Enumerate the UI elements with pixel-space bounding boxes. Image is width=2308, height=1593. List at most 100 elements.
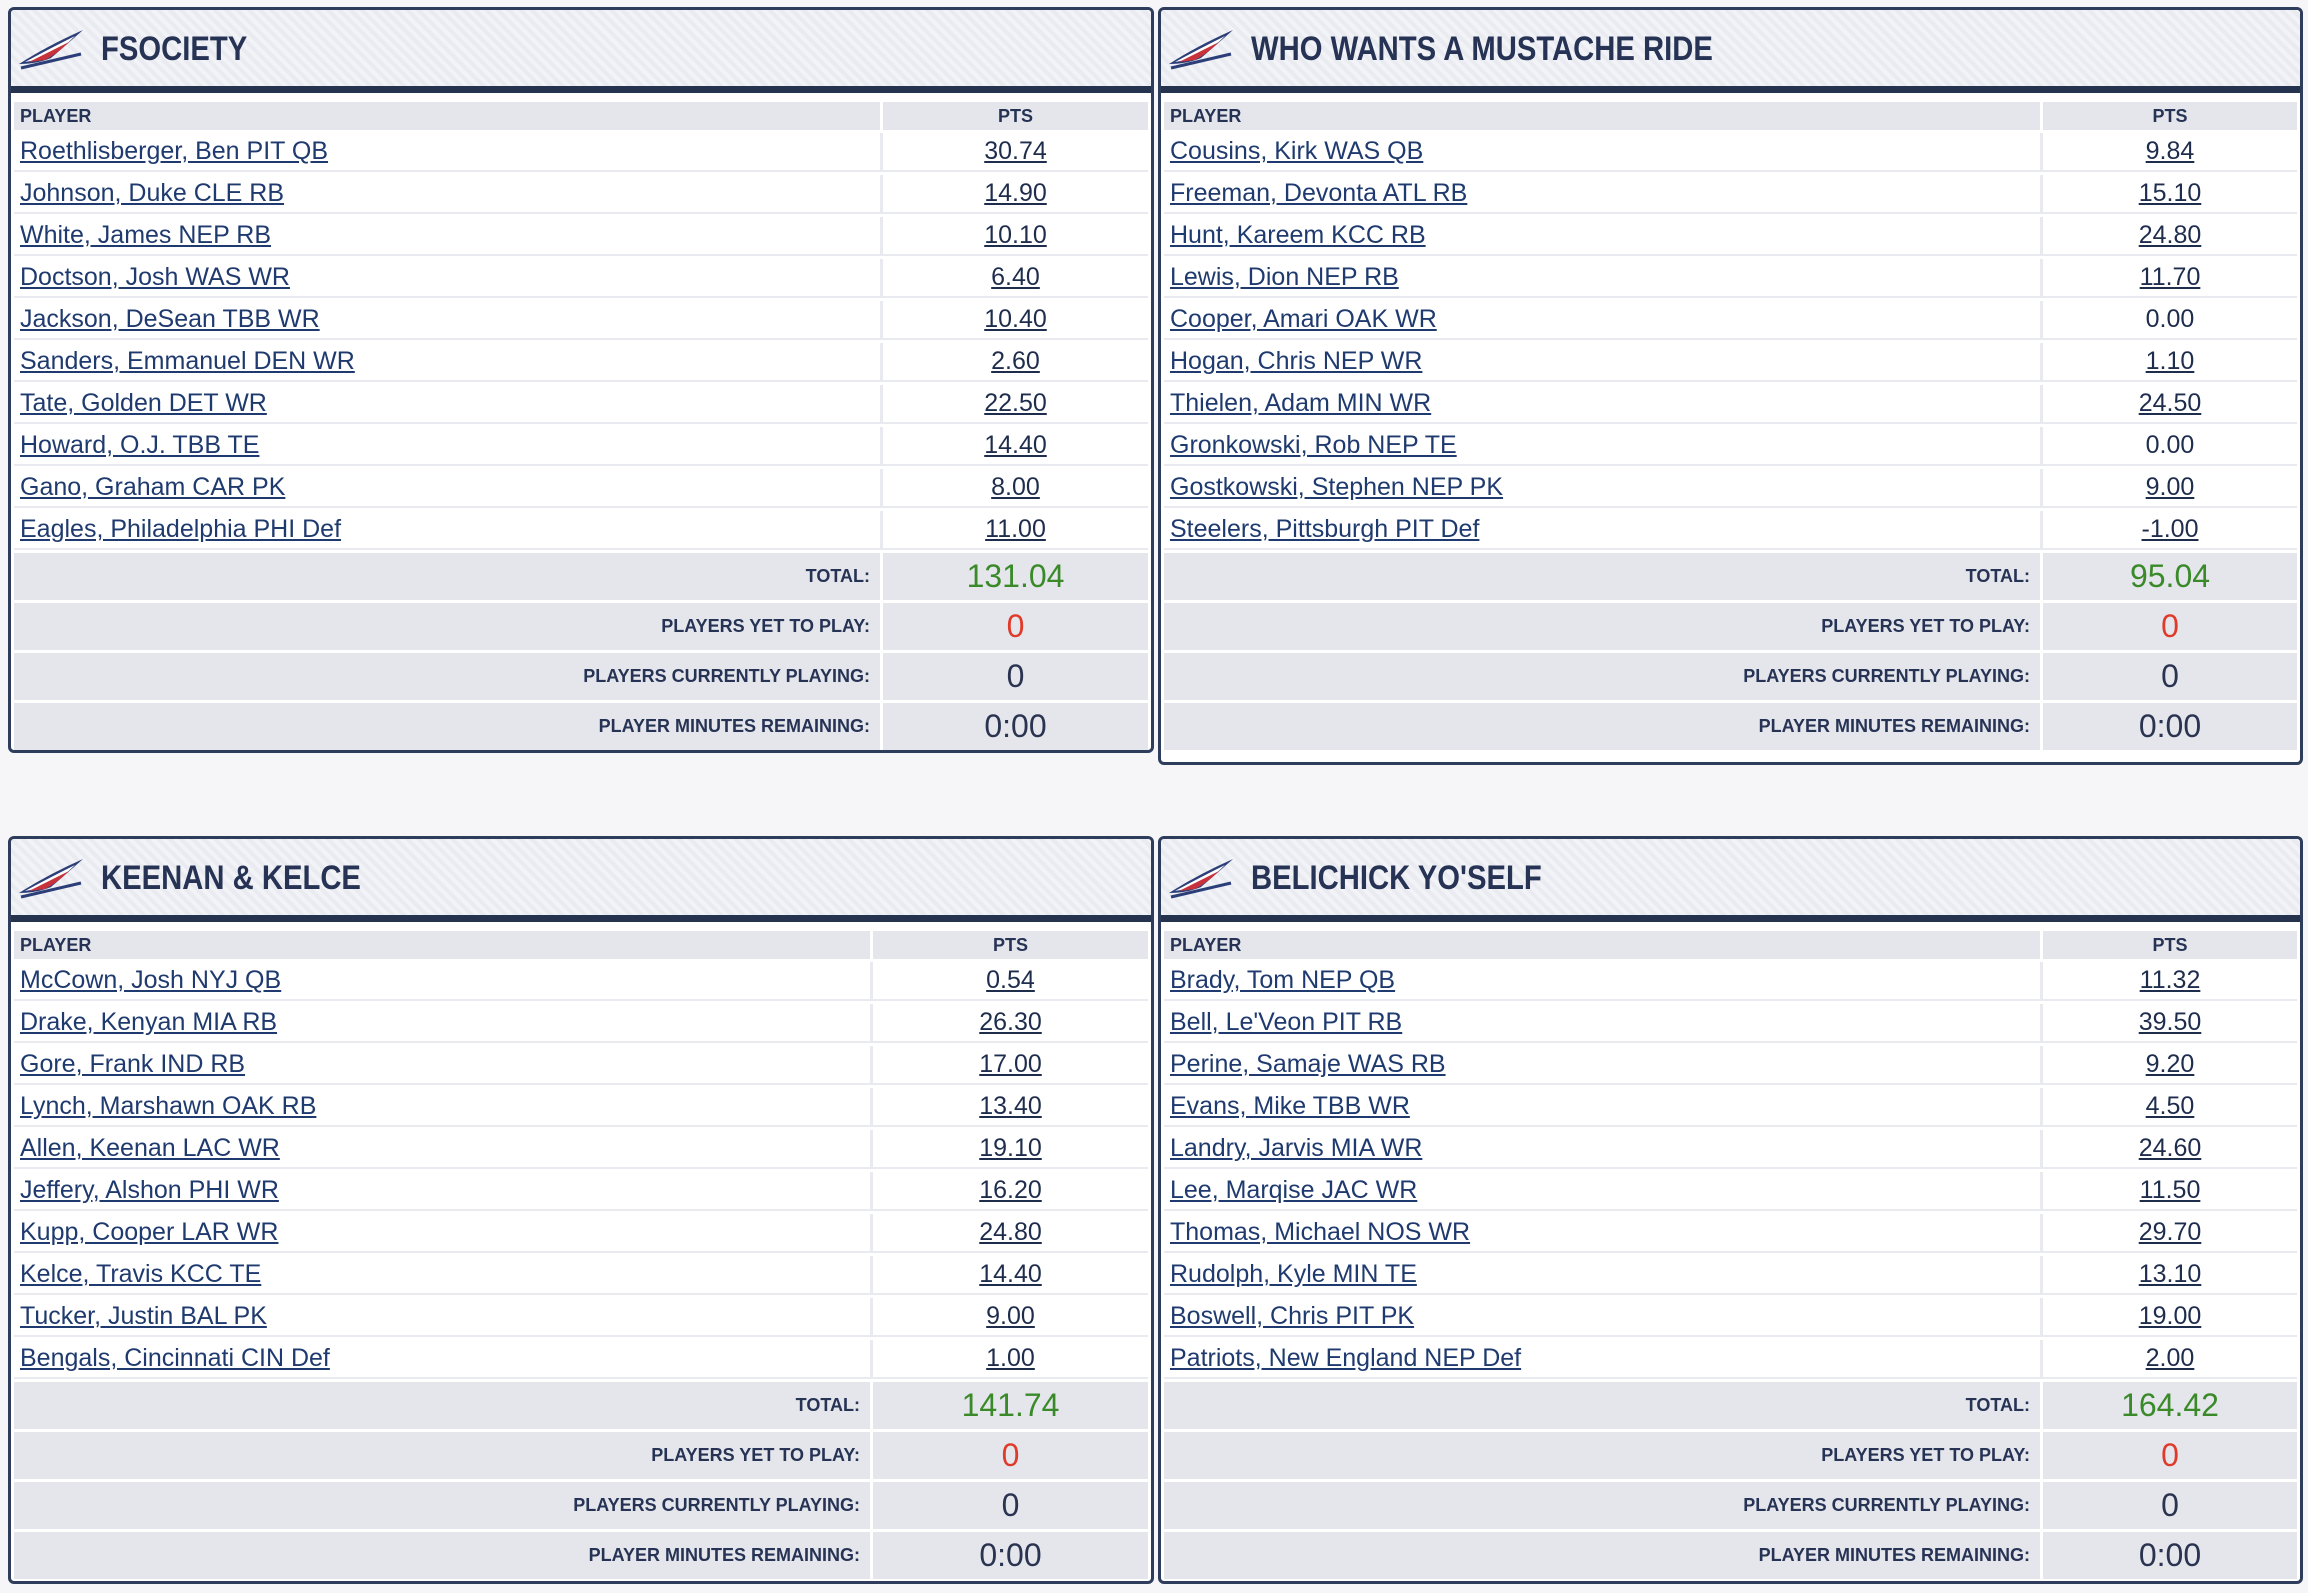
players-yet-to-play-row-label: PLAYERS YET TO PLAY: bbox=[14, 603, 880, 650]
column-header-pts[interactable]: PTS bbox=[2040, 102, 2297, 130]
points-link[interactable]: 2.00 bbox=[2145, 1344, 2195, 1372]
points-link[interactable]: 14.40 bbox=[979, 1260, 1042, 1288]
points-link[interactable]: 19.10 bbox=[979, 1134, 1042, 1162]
player-link[interactable]: Drake, Kenyan MIA RB bbox=[20, 1008, 278, 1036]
points-link[interactable]: 19.00 bbox=[2138, 1302, 2202, 1330]
player-link[interactable]: Bell, Le'Veon PIT RB bbox=[1170, 1008, 1403, 1036]
player-link[interactable]: Patriots, New England NEP Def bbox=[1170, 1344, 1522, 1372]
points-link[interactable]: 15.10 bbox=[2138, 179, 2202, 207]
points-link[interactable]: 9.00 bbox=[986, 1302, 1035, 1330]
player-link[interactable]: Doctson, Josh WAS WR bbox=[20, 263, 290, 291]
points-link[interactable]: 14.90 bbox=[984, 179, 1047, 207]
player-link[interactable]: Kelce, Travis KCC TE bbox=[20, 1260, 262, 1288]
player-link[interactable]: Gostkowski, Stephen NEP PK bbox=[1170, 473, 1504, 501]
player-row: Gostkowski, Stephen NEP PK 9.00 bbox=[1164, 469, 2297, 508]
points-link[interactable]: 30.74 bbox=[984, 137, 1047, 165]
player-link[interactable]: McCown, Josh NYJ QB bbox=[20, 966, 282, 994]
player-link[interactable]: Perine, Samaje WAS RB bbox=[1170, 1050, 1446, 1078]
player-row: Gore, Frank IND RB 17.00 bbox=[14, 1046, 1148, 1085]
player-link[interactable]: Bengals, Cincinnati CIN Def bbox=[20, 1344, 330, 1372]
jet-wing-logo-icon bbox=[1167, 24, 1237, 74]
player-link[interactable]: Eagles, Philadelphia PHI Def bbox=[20, 515, 342, 543]
player-link[interactable]: Thielen, Adam MIN WR bbox=[1170, 389, 1432, 417]
points-link[interactable]: 24.80 bbox=[979, 1218, 1042, 1246]
players-yet-to-play-row: PLAYERS YET TO PLAY: 0 bbox=[14, 603, 1148, 650]
player-link[interactable]: Roethlisberger, Ben PIT QB bbox=[20, 137, 329, 165]
points-link[interactable]: 9.00 bbox=[2145, 473, 2195, 501]
points-link[interactable]: 17.00 bbox=[979, 1050, 1042, 1078]
player-link[interactable]: Steelers, Pittsburgh PIT Def bbox=[1170, 515, 1480, 543]
column-header-player[interactable]: PLAYER bbox=[14, 931, 870, 959]
player-link[interactable]: Gore, Frank IND RB bbox=[20, 1050, 246, 1078]
points-link[interactable]: 1.00 bbox=[986, 1344, 1035, 1372]
player-link[interactable]: Tucker, Justin BAL PK bbox=[20, 1302, 267, 1330]
column-header-pts[interactable]: PTS bbox=[2040, 931, 2297, 959]
points-link[interactable]: 16.20 bbox=[979, 1176, 1042, 1204]
player-link[interactable]: Boswell, Chris PIT PK bbox=[1170, 1302, 1415, 1330]
player-cell: Patriots, New England NEP Def bbox=[1164, 1340, 2040, 1379]
player-cell: Steelers, Pittsburgh PIT Def bbox=[1164, 511, 2040, 550]
column-header-pts[interactable]: PTS bbox=[870, 931, 1148, 959]
points-link[interactable]: 24.60 bbox=[2138, 1134, 2202, 1162]
player-link[interactable]: Cooper, Amari OAK WR bbox=[1170, 305, 1437, 333]
points-link[interactable]: 4.50 bbox=[2145, 1092, 2195, 1120]
player-link[interactable]: Hunt, Kareem KCC RB bbox=[1170, 221, 1426, 249]
column-header-player[interactable]: PLAYER bbox=[14, 102, 880, 130]
player-link[interactable]: Rudolph, Kyle MIN TE bbox=[1170, 1260, 1417, 1288]
points-link[interactable]: 13.10 bbox=[2138, 1260, 2202, 1288]
player-link[interactable]: Landry, Jarvis MIA WR bbox=[1170, 1134, 1423, 1162]
points-link[interactable]: 11.32 bbox=[2139, 966, 2201, 994]
player-link[interactable]: White, James NEP RB bbox=[20, 221, 272, 249]
points-link[interactable]: -1.00 bbox=[2141, 515, 2199, 543]
points-link[interactable]: 22.50 bbox=[984, 389, 1047, 417]
points-link[interactable]: 8.00 bbox=[991, 473, 1040, 501]
player-link[interactable]: Freeman, Devonta ATL RB bbox=[1170, 179, 1468, 207]
player-link[interactable]: Johnson, Duke CLE RB bbox=[20, 179, 285, 207]
points-link[interactable]: 1.10 bbox=[2145, 347, 2195, 375]
player-link[interactable]: Howard, O.J. TBB TE bbox=[20, 431, 260, 459]
points-link[interactable]: 9.84 bbox=[2145, 137, 2195, 165]
points-link[interactable]: 29.70 bbox=[2138, 1218, 2202, 1246]
player-row: Perine, Samaje WAS RB 9.20 bbox=[1164, 1046, 2297, 1085]
column-header-player[interactable]: PLAYER bbox=[1164, 931, 2040, 959]
player-link[interactable]: Kupp, Cooper LAR WR bbox=[20, 1218, 279, 1246]
points-link[interactable]: 10.40 bbox=[984, 305, 1047, 333]
column-header-pts[interactable]: PTS bbox=[880, 102, 1148, 130]
player-row: Lee, Marqise JAC WR 11.50 bbox=[1164, 1172, 2297, 1211]
column-header-player[interactable]: PLAYER bbox=[1164, 102, 2040, 130]
player-link[interactable]: Cousins, Kirk WAS QB bbox=[1170, 137, 1424, 165]
player-link[interactable]: Jeffery, Alshon PHI WR bbox=[20, 1176, 279, 1204]
points-link[interactable]: 11.00 bbox=[985, 515, 1046, 543]
points-link[interactable]: 6.40 bbox=[991, 263, 1040, 291]
points-link[interactable]: 11.70 bbox=[2139, 263, 2201, 291]
roster-table: PLAYER PTS Roethlisberger, Ben PIT QB 30.74… bbox=[14, 99, 1148, 750]
points-link[interactable]: 26.30 bbox=[979, 1008, 1042, 1036]
player-link[interactable]: Lee, Marqise JAC WR bbox=[1170, 1176, 1418, 1204]
player-link[interactable]: Gronkowski, Rob NEP TE bbox=[1170, 431, 1457, 459]
player-link[interactable]: Tate, Golden DET WR bbox=[20, 389, 267, 417]
player-link[interactable]: Evans, Mike TBB WR bbox=[1170, 1092, 1410, 1120]
player-link[interactable]: Sanders, Emmanuel DEN WR bbox=[20, 347, 355, 375]
players-currently-playing-row-label: PLAYERS CURRENTLY PLAYING: bbox=[1164, 653, 2040, 700]
points-link[interactable]: 39.50 bbox=[2138, 1008, 2202, 1036]
points-link[interactable]: 0.54 bbox=[986, 966, 1035, 994]
player-link[interactable]: Lynch, Marshawn OAK RB bbox=[20, 1092, 317, 1120]
points-link[interactable]: 13.40 bbox=[979, 1092, 1042, 1120]
player-link[interactable]: Jackson, DeSean TBB WR bbox=[20, 305, 320, 333]
points-link[interactable]: 2.60 bbox=[991, 347, 1040, 375]
points-link[interactable]: 10.10 bbox=[984, 221, 1047, 249]
points-cell: 6.40 bbox=[880, 259, 1148, 298]
player-link[interactable]: Lewis, Dion NEP RB bbox=[1170, 263, 1399, 291]
player-link[interactable]: Brady, Tom NEP QB bbox=[1170, 966, 1396, 994]
player-link[interactable]: Hogan, Chris NEP WR bbox=[1170, 347, 1423, 375]
player-link[interactable]: Allen, Keenan LAC WR bbox=[20, 1134, 280, 1162]
points-link[interactable]: 11.50 bbox=[2139, 1176, 2201, 1204]
roster-table: PLAYER PTS Brady, Tom NEP QB 11.32 Bell, Le'… bbox=[1164, 928, 2297, 1581]
points-link[interactable]: 24.80 bbox=[2138, 221, 2202, 249]
points-link[interactable]: 9.20 bbox=[2145, 1050, 2195, 1078]
player-link[interactable]: Thomas, Michael NOS WR bbox=[1170, 1218, 1471, 1246]
points-link[interactable]: 24.50 bbox=[2138, 389, 2202, 417]
player-link[interactable]: Gano, Graham CAR PK bbox=[20, 473, 286, 501]
points-link[interactable]: 14.40 bbox=[984, 431, 1047, 459]
points-cell: 14.40 bbox=[870, 1256, 1148, 1295]
